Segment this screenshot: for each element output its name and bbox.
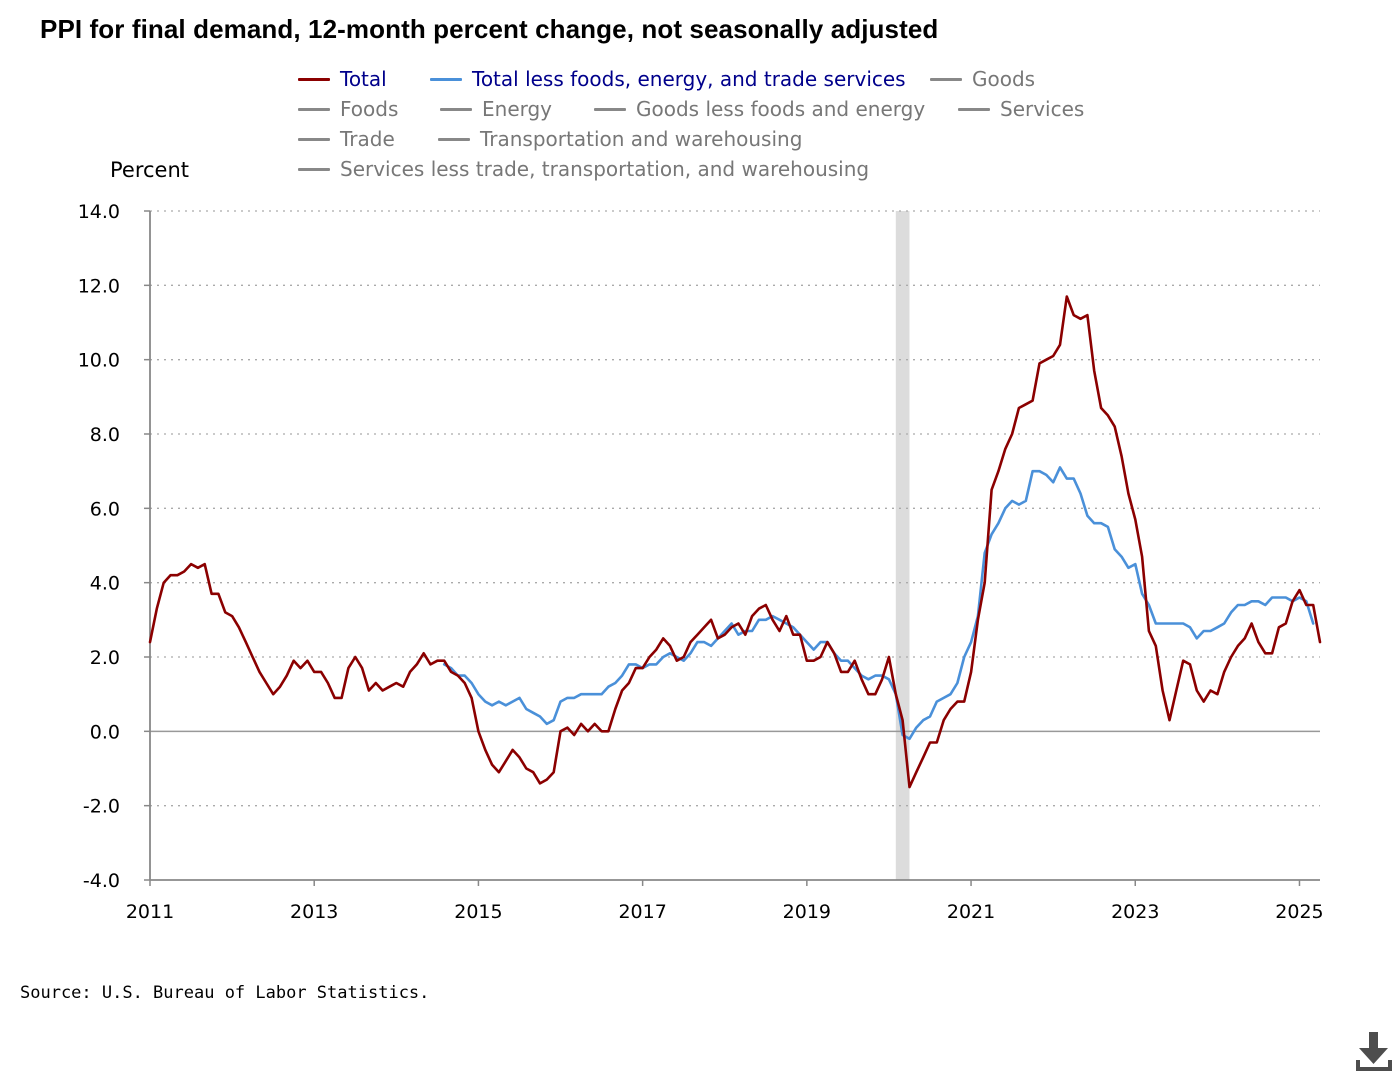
legend-label: Energy xyxy=(482,97,553,121)
legend-swatch xyxy=(438,137,470,141)
legend-item[interactable]: Energy xyxy=(440,94,552,124)
legend-item[interactable]: Total xyxy=(298,64,387,94)
x-tick-label: 2013 xyxy=(290,901,338,923)
y-tick-label: 6.0 xyxy=(90,498,120,520)
legend-label: Goods xyxy=(972,67,1036,91)
legend-row: Total Total less foods, energy, and trade… xyxy=(298,64,1158,94)
legend-swatch xyxy=(298,137,330,141)
legend-label: Foods xyxy=(340,97,399,121)
legend-item[interactable]: Goods less foods and energy xyxy=(594,94,925,124)
y-tick-label: -4.0 xyxy=(83,870,120,892)
legend-label: Transportation and warehousing xyxy=(480,127,803,151)
source-note: Source: U.S. Bureau of Labor Statistics. xyxy=(20,983,430,1003)
y-tick-label: 10.0 xyxy=(78,350,120,372)
y-tick-label: -2.0 xyxy=(83,796,120,818)
x-tick-label: 2015 xyxy=(454,901,502,923)
legend-swatch xyxy=(594,107,626,111)
legend-label: Total less foods, energy, and trade serv… xyxy=(472,67,906,91)
legend-item[interactable]: Transportation and warehousing xyxy=(438,124,802,154)
legend-label: Total xyxy=(340,67,387,91)
legend-swatch xyxy=(958,107,990,111)
download-icon xyxy=(1356,1032,1392,1071)
x-tick-label: 2025 xyxy=(1275,901,1323,923)
legend-row: Services less trade, transportation, and… xyxy=(298,154,1158,184)
legend-row: Trade Transportation and warehousing xyxy=(298,124,1158,154)
legend-swatch xyxy=(298,107,330,111)
legend-swatch xyxy=(440,107,472,111)
legend-row: Foods Energy Goods less foods and energy Se… xyxy=(298,94,1158,124)
chart-title: PPI for final demand, 12-month percent c… xyxy=(40,14,939,44)
series-line-core xyxy=(442,466,1315,741)
legend-item[interactable]: Services less trade, transportation, and… xyxy=(298,154,869,184)
y-tick-label: 8.0 xyxy=(90,424,120,446)
chart-legend: Total Total less foods, energy, and trade… xyxy=(298,64,1158,184)
line-chart: 14.0 12.0 10.0 8.0 6.0 4.0 2.0 0.0 -2.0 -4.0 2011 2… xyxy=(78,201,1324,923)
y-tick-label: 14.0 xyxy=(78,201,120,223)
legend-item[interactable]: Foods xyxy=(298,94,398,124)
legend-label: Trade xyxy=(340,127,395,151)
legend-item[interactable]: Goods xyxy=(930,64,1035,94)
y-axis-label: Percent xyxy=(110,158,190,182)
recession-shading xyxy=(895,211,910,880)
legend-swatch xyxy=(930,77,962,81)
legend-item[interactable]: Total less foods, energy, and trade serv… xyxy=(430,64,906,94)
download-button[interactable] xyxy=(1354,1030,1396,1072)
x-tick-label: 2023 xyxy=(1111,901,1159,923)
x-tick-label: 2021 xyxy=(947,901,995,923)
y-tick-label: 12.0 xyxy=(78,275,120,297)
y-tick-label: 4.0 xyxy=(90,573,120,595)
x-tick-label: 2019 xyxy=(783,901,831,923)
legend-swatch xyxy=(430,77,462,81)
y-tick-label: 2.0 xyxy=(90,647,120,669)
legend-item[interactable]: Trade xyxy=(298,124,395,154)
legend-swatch xyxy=(298,167,330,171)
x-tick-label: 2011 xyxy=(126,901,174,923)
legend-item[interactable]: Services xyxy=(958,94,1084,124)
legend-label: Services less trade, transportation, and… xyxy=(340,157,870,181)
y-tick-label: 0.0 xyxy=(90,721,120,743)
legend-label: Goods less foods and energy xyxy=(636,97,926,121)
series-line-total xyxy=(148,295,1322,789)
x-tick-label: 2017 xyxy=(618,901,666,923)
legend-swatch xyxy=(298,77,330,81)
legend-label: Services xyxy=(1000,97,1085,121)
